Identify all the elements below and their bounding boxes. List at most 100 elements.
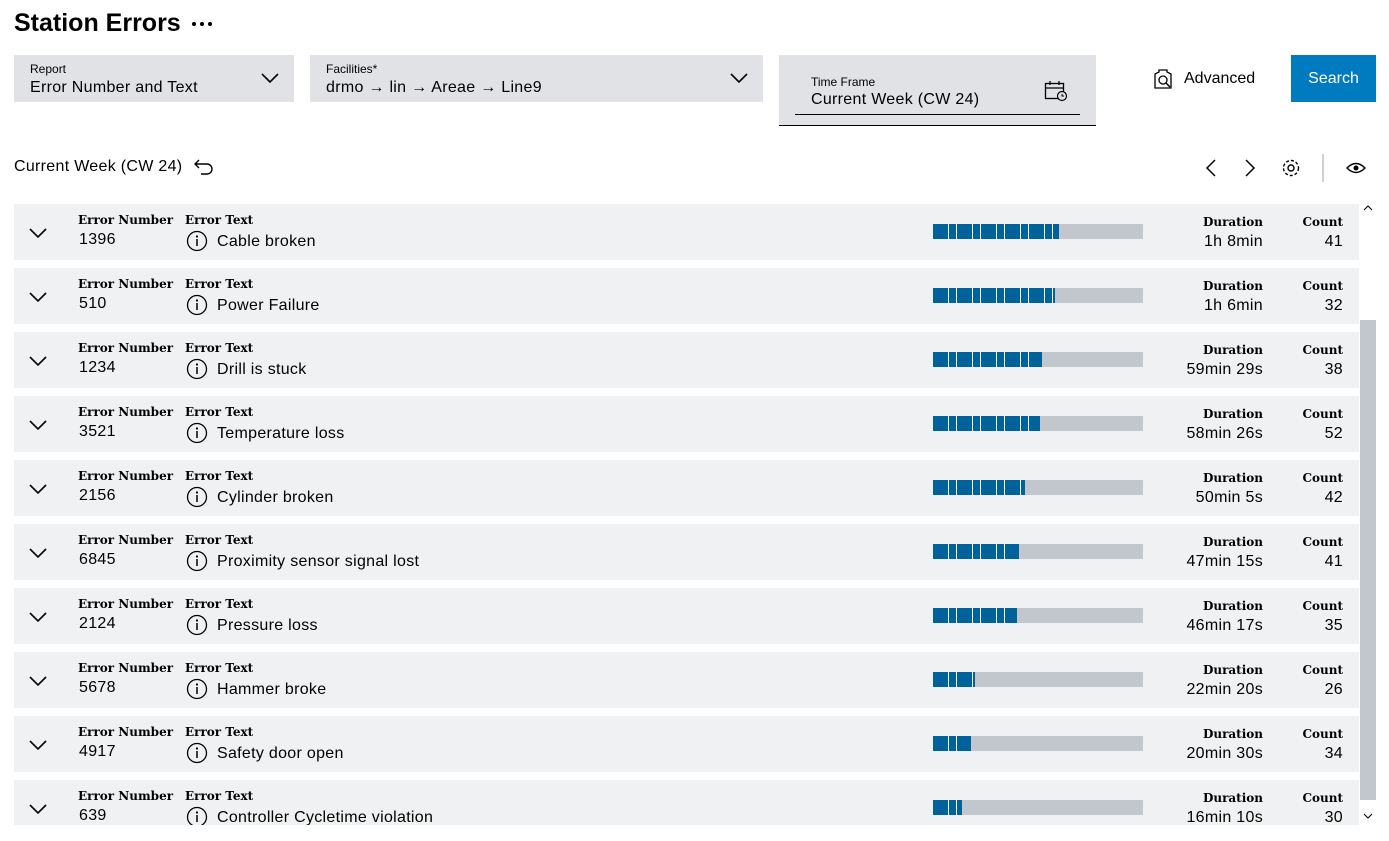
expand-toggle[interactable]: [29, 227, 47, 239]
facilities-dropdown[interactable]: Facilities* drmo → lin → Areae → Line9: [310, 55, 763, 102]
error-row: Error Number 2156 Error Text Cylinder broke…: [14, 460, 1359, 516]
error-text: Drill is stuck: [217, 361, 307, 378]
duration-bar: [933, 672, 975, 687]
visibility[interactable]: [1346, 162, 1366, 174]
count: 30: [1324, 809, 1343, 825]
info-icon[interactable]: [186, 358, 208, 380]
scroll-down[interactable]: [1363, 812, 1373, 820]
field-label: Report: [30, 62, 67, 76]
info-icon[interactable]: [186, 422, 208, 444]
expand-toggle[interactable]: [29, 739, 47, 751]
duration: 59min 29s: [1186, 361, 1263, 378]
column-label: Duration: [1202, 791, 1263, 805]
duration: 58min 26s: [1186, 425, 1263, 442]
search-button[interactable]: Search: [1291, 55, 1376, 102]
column-label: Error Number: [78, 597, 174, 611]
error-row: Error Number 510 Error Text Power Failure Du…: [14, 268, 1359, 324]
period-label: Current Week (CW 24): [14, 158, 183, 175]
field-value: drmo → lin → Areae → Line9: [326, 79, 542, 96]
column-label: Error Number: [78, 405, 174, 419]
expand-toggle[interactable]: [29, 547, 47, 559]
expand-toggle[interactable]: [29, 675, 47, 687]
settings[interactable]: [1282, 159, 1300, 177]
error-number: 1234: [79, 359, 116, 376]
column-label: Error Text: [185, 405, 254, 419]
duration-bar: [933, 736, 971, 751]
button-label: Advanced: [1184, 70, 1256, 87]
column-label: Error Number: [78, 661, 174, 675]
error-number: 1396: [79, 231, 116, 248]
previous[interactable]: [1205, 159, 1216, 177]
error-row: Error Number 4917 Error Text Safety door op…: [14, 716, 1359, 772]
error-text: Proximity sensor signal lost: [217, 553, 420, 570]
info-icon[interactable]: [186, 486, 208, 508]
duration: 50min 5s: [1195, 489, 1263, 506]
count: 38: [1324, 361, 1343, 378]
expand-toggle[interactable]: [29, 355, 47, 367]
column-label: Duration: [1202, 279, 1263, 293]
column-label: Error Text: [185, 725, 254, 739]
underline: [795, 114, 1080, 115]
error-row: Error Number 639 Error Text Controller Cycl…: [14, 780, 1359, 825]
scrollbar-thumb[interactable]: [1360, 320, 1376, 800]
column-label: Duration: [1202, 663, 1263, 677]
error-list: Error Number 1396 Error Text Cable broken Du…: [14, 204, 1360, 825]
info-icon[interactable]: [186, 294, 208, 316]
expand-toggle[interactable]: [29, 291, 47, 303]
column-label: Duration: [1202, 407, 1263, 421]
error-text: Pressure loss: [217, 617, 318, 634]
column-label: Duration: [1202, 535, 1263, 549]
column-label: Error Number: [78, 341, 174, 355]
duration: 1h 8min: [1203, 233, 1263, 250]
time-frame-field[interactable]: Time Frame Current Week (CW 24): [779, 55, 1096, 126]
advanced-button[interactable]: Advanced: [1152, 68, 1255, 90]
field-value: Current Week (CW 24): [811, 91, 980, 108]
report-dropdown[interactable]: Report Error Number and Text: [14, 55, 294, 102]
column-label: Count: [1302, 343, 1343, 357]
more-menu[interactable]: [191, 19, 215, 29]
column-label: Count: [1302, 471, 1343, 485]
count: 34: [1324, 745, 1343, 762]
duration-bar: [933, 288, 1055, 303]
scroll-up[interactable]: [1363, 204, 1373, 212]
info-icon[interactable]: [186, 678, 208, 700]
duration: 20min 30s: [1186, 745, 1263, 762]
error-row: Error Number 2124 Error Text Pressure loss D…: [14, 588, 1359, 644]
count: 52: [1324, 425, 1343, 442]
error-number: 2156: [79, 487, 116, 504]
column-label: Error Number: [78, 469, 174, 483]
info-icon[interactable]: [186, 550, 208, 572]
count: 41: [1324, 553, 1343, 570]
column-label: Duration: [1202, 471, 1263, 485]
duration: 1h 6min: [1203, 297, 1263, 314]
column-label: Error Text: [185, 213, 254, 227]
bar-track: [933, 288, 1143, 303]
error-text: Controller Cycletime violation: [217, 809, 434, 825]
info-icon[interactable]: [186, 614, 208, 636]
advanced-icon: [1154, 69, 1172, 89]
reset-icon[interactable]: [193, 157, 215, 175]
info-icon[interactable]: [186, 230, 208, 252]
expand-toggle[interactable]: [29, 419, 47, 431]
error-text: Hammer broke: [217, 681, 327, 698]
error-text: Temperature loss: [217, 425, 345, 442]
next[interactable]: [1245, 159, 1256, 177]
error-text: Cable broken: [217, 233, 316, 250]
expand-toggle[interactable]: [29, 803, 47, 815]
error-text: Cylinder broken: [217, 489, 334, 506]
column-label: Error Text: [185, 661, 254, 675]
calendar-icon[interactable]: [1044, 80, 1068, 102]
duration-bar: [933, 800, 963, 815]
column-label: Error Number: [78, 277, 174, 291]
duration-bar: [933, 480, 1026, 495]
bar-track: [933, 672, 1143, 687]
error-row: Error Number 5678 Error Text Hammer broke Du…: [14, 652, 1359, 708]
info-icon[interactable]: [186, 742, 208, 764]
expand-toggle[interactable]: [29, 483, 47, 495]
duration-bar: [933, 416, 1041, 431]
scrollbar[interactable]: [1360, 204, 1376, 825]
count: 32: [1324, 297, 1343, 314]
info-icon[interactable]: [186, 806, 208, 825]
expand-toggle[interactable]: [29, 611, 47, 623]
